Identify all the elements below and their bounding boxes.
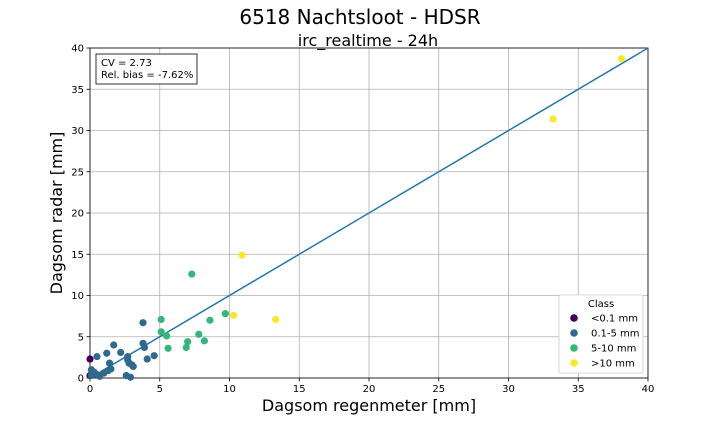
x-tick-label: 35 bbox=[572, 384, 585, 395]
data-point bbox=[221, 310, 229, 318]
legend-label: 0.1-5 mm bbox=[591, 329, 640, 340]
data-point bbox=[107, 365, 115, 373]
data-point bbox=[230, 311, 238, 319]
data-point bbox=[103, 349, 111, 357]
y-tick-label: 10 bbox=[71, 291, 84, 302]
data-point bbox=[188, 270, 196, 278]
stat-rel-bias: Rel. bias = -7.62% bbox=[101, 70, 193, 81]
data-point bbox=[117, 348, 125, 357]
stats-box: CV = 2.73 Rel. bias = -7.62% bbox=[95, 53, 198, 85]
x-tick-label: 40 bbox=[642, 384, 655, 395]
y-tick-label: 30 bbox=[71, 126, 84, 137]
legend-marker bbox=[570, 359, 578, 367]
legend-marker bbox=[570, 314, 578, 322]
legend-label: 5-10 mm bbox=[591, 344, 636, 355]
y-tick-label: 35 bbox=[71, 85, 84, 96]
x-tick-label: 5 bbox=[157, 384, 163, 395]
reference-line bbox=[89, 47, 649, 379]
chart-subtitle: irc_realtime - 24h bbox=[298, 31, 438, 51]
legend-label: <0.1 mm bbox=[591, 314, 638, 325]
data-point bbox=[140, 343, 149, 352]
data-point bbox=[195, 330, 203, 338]
data-point bbox=[206, 316, 214, 324]
chart-title: 6518 Nachtsloot - HDSR bbox=[239, 5, 480, 29]
data-point bbox=[238, 251, 246, 259]
y-axis-title: Dagsom radar [mm] bbox=[47, 132, 66, 295]
data-point bbox=[157, 315, 165, 324]
data-point bbox=[164, 344, 172, 352]
data-point bbox=[200, 337, 208, 345]
axis-ticks: 0 5 10 15 20 25 30 35 40 0 5 10 15 20 25 30 35 40 bbox=[71, 44, 654, 396]
legend-title: Class bbox=[588, 299, 614, 310]
data-point bbox=[271, 315, 280, 324]
data-point bbox=[184, 338, 192, 346]
y-tick-label: 20 bbox=[71, 209, 84, 220]
data-point bbox=[126, 373, 135, 381]
data-point bbox=[129, 362, 137, 371]
legend-items: <0.1 mm 0.1-5 mm 5-10 mm >10 mm bbox=[570, 314, 640, 370]
y-tick-label: 5 bbox=[78, 332, 84, 343]
data-point bbox=[93, 352, 101, 361]
legend-frame bbox=[558, 294, 644, 374]
y-tick-label: 40 bbox=[71, 44, 84, 55]
data-points bbox=[86, 55, 626, 381]
x-axis-title: Dagsom regenmeter [mm] bbox=[262, 396, 476, 415]
stats-box-frame bbox=[95, 53, 198, 85]
x-tick-label: 0 bbox=[87, 384, 93, 395]
data-point bbox=[157, 328, 165, 336]
y-tick-label: 15 bbox=[71, 250, 84, 261]
x-tick-label: 25 bbox=[432, 384, 445, 395]
x-tick-label: 30 bbox=[502, 384, 515, 395]
x-tick-label: 10 bbox=[223, 384, 236, 395]
legend: Class <0.1 mm 0.1-5 mm 5-10 mm >10 mm bbox=[558, 294, 644, 374]
data-point bbox=[150, 352, 158, 360]
y-tick-label: 0 bbox=[78, 374, 84, 385]
data-point bbox=[182, 343, 190, 352]
data-point bbox=[110, 341, 118, 349]
y-tick-label: 25 bbox=[71, 167, 84, 178]
data-point bbox=[86, 355, 94, 363]
data-point bbox=[143, 355, 151, 363]
data-point bbox=[549, 115, 557, 123]
legend-marker bbox=[570, 329, 578, 337]
x-tick-label: 15 bbox=[293, 384, 306, 395]
legend-marker bbox=[570, 344, 578, 352]
data-point bbox=[139, 319, 147, 327]
data-point bbox=[163, 332, 171, 340]
stat-cv: CV = 2.73 bbox=[101, 58, 152, 69]
legend-label: >10 mm bbox=[591, 359, 635, 370]
data-point bbox=[617, 55, 626, 63]
data-point bbox=[105, 359, 114, 367]
x-tick-label: 20 bbox=[363, 384, 376, 395]
